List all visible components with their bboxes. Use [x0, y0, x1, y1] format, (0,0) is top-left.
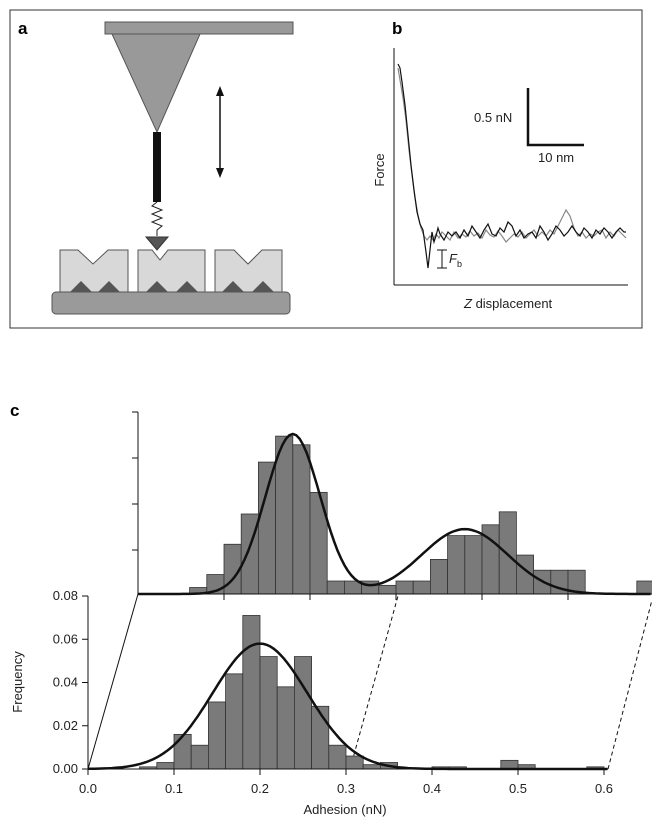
perspective-line: [87, 593, 139, 770]
front-fit-curve: [88, 642, 608, 771]
back-bar: [292, 444, 311, 595]
afm-tip: [111, 33, 201, 134]
back-bar: [447, 535, 466, 595]
front-x-tick-label: 0.5: [509, 781, 527, 796]
front-x-tick-label: 0.6: [595, 781, 613, 796]
scale-distance-label: 10 nm: [538, 150, 574, 165]
receptor-cell: [214, 249, 283, 293]
front-x-tick-label: 0.3: [337, 781, 355, 796]
c-y-label: Frequency: [10, 651, 25, 713]
front-x-tick-label: 0.4: [423, 781, 441, 796]
front-x-tick-label: 0.2: [251, 781, 269, 796]
panel-a-label: a: [18, 19, 28, 38]
front-bar: [345, 755, 364, 770]
cantilever: [104, 21, 294, 35]
b-x-label-z: Z: [463, 296, 473, 311]
back-bar: [464, 535, 483, 595]
back-histogram: [132, 411, 652, 600]
back-bar: [275, 435, 294, 595]
back-bar: [326, 580, 345, 595]
b-x-label: Z displacement: [463, 296, 553, 311]
front-y-tick-label: 0.00: [53, 761, 78, 776]
front-histogram: 0.000.020.040.060.08 0.0 0.1 0.2 0.3 0.4 0.5 0…: [10, 588, 613, 817]
back-bar: [412, 580, 431, 595]
back-fit-curve: [138, 432, 651, 596]
ligand-triangle: [144, 236, 170, 251]
linker-stem: [153, 132, 161, 202]
front-y-tick-label: 0.02: [53, 718, 78, 733]
perspective-dashed-line: [607, 599, 652, 770]
front-bar: [242, 615, 261, 770]
arrow-up-head: [216, 86, 224, 96]
front-x-tick-label: 0.0: [79, 781, 97, 796]
arrow-down-head: [216, 168, 224, 178]
fb-label-main: F: [449, 251, 458, 266]
approach-trace: [397, 67, 627, 243]
scale-bar: [526, 88, 584, 147]
panel-c-label: c: [10, 401, 19, 420]
b-y-label: Force: [372, 153, 387, 186]
back-bar: [498, 511, 517, 595]
force-curve-panel: Force Z displacement 0.5 nN 10 nm Fb: [372, 48, 628, 311]
substrate: [51, 291, 291, 315]
front-y-tick-label: 0.08: [53, 588, 78, 603]
receptor-cell: [59, 249, 129, 293]
back-bar: [378, 584, 397, 595]
perspective-dashed-line: [349, 595, 399, 770]
back-x-ticks: [223, 594, 569, 600]
tether-spring: [150, 201, 164, 236]
back-bar: [395, 580, 414, 595]
afm-schematic: [51, 21, 294, 315]
front-bar: [311, 705, 330, 770]
front-bar: [259, 656, 278, 770]
front-bar: [293, 656, 312, 770]
receptor-cell: [137, 249, 206, 293]
front-y-tick-label: 0.06: [53, 631, 78, 646]
front-x-tick-label: 0.1: [165, 781, 183, 796]
fb-label: Fb: [449, 251, 462, 269]
retract-trace: [397, 63, 626, 269]
b-x-label-text: displacement: [472, 296, 553, 311]
c-x-label: Adhesion (nN): [303, 802, 386, 817]
back-bar: [636, 580, 652, 595]
front-bar: [225, 673, 244, 770]
fb-label-sub: b: [457, 259, 462, 269]
panel-ab-frame: [9, 9, 643, 329]
front-bar: [173, 734, 192, 770]
front-x-ticks: 0.0 0.1 0.2 0.3 0.4 0.5 0.6: [79, 769, 613, 796]
front-bar: [190, 744, 209, 770]
back-bar: [257, 461, 276, 595]
front-bar: [500, 759, 519, 770]
back-bar: [429, 559, 448, 595]
front-y-tick-label: 0.04: [53, 675, 78, 690]
front-bar: [156, 762, 175, 770]
scale-force-label: 0.5 nN: [474, 110, 512, 125]
front-bar: [207, 701, 226, 770]
front-bar: [276, 686, 295, 770]
front-bar: [328, 744, 347, 770]
front-y-ticks: 0.00 0.02 0.04 0.06 0.08: [53, 588, 88, 776]
front-bar: [362, 764, 381, 770]
panel-b-label: b: [392, 19, 402, 38]
